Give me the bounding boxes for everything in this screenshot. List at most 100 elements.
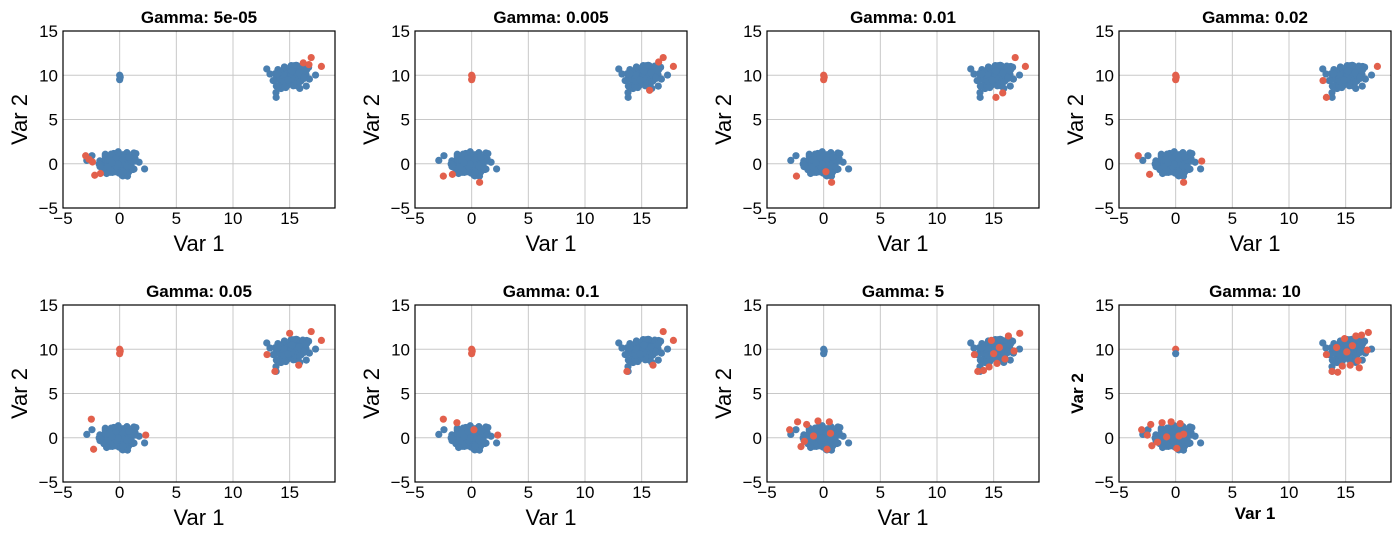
inlier-point (302, 340, 311, 348)
inlier-point (477, 153, 485, 161)
outlier-point (1364, 328, 1372, 337)
inlier-point (1188, 423, 1196, 432)
outlier-point (317, 62, 325, 70)
outlier-point (826, 429, 835, 437)
inlier-point (992, 67, 1000, 75)
inlier-point (435, 156, 443, 165)
inlier-point (647, 69, 655, 77)
inlier-point (440, 152, 448, 160)
scatter-panel-3: −5 0 5 10 15 −5 0 5 10 15 Gamma: 0.01 Var 1 Var 2 (711, 8, 1040, 256)
outlier-point (1011, 53, 1019, 62)
inlier-point (96, 437, 104, 445)
x-tick-label: 10 (1280, 209, 1299, 228)
inlier-point (978, 70, 986, 78)
inlier-point (83, 430, 91, 439)
inlier-point (305, 75, 314, 83)
inlier-point (1015, 345, 1024, 353)
outlier-point (305, 61, 313, 69)
inlier-point (1358, 66, 1367, 74)
y-tick-label: 10 (743, 66, 762, 85)
inlier-point (477, 427, 485, 435)
inlier-point (101, 150, 109, 158)
outlier-point (1343, 348, 1351, 356)
outlier-point (1340, 335, 1349, 343)
inlier-point (269, 351, 277, 359)
inlier-point (640, 67, 648, 75)
inlier-point (280, 63, 288, 71)
axes-frame (766, 304, 1040, 483)
x-tick-label: 15 (1336, 209, 1355, 228)
inlier-point (114, 160, 122, 168)
y-tick-label: 0 (401, 429, 410, 448)
panel-title: Gamma: 0.05 (146, 282, 252, 301)
inlier-point (836, 149, 844, 158)
inlier-point (263, 339, 271, 347)
inlier-point (1328, 356, 1336, 364)
outlier-point (820, 73, 828, 81)
outlier-point (1322, 350, 1330, 359)
scatter-panel-5: −5 0 5 10 15 −5 0 5 10 15 Gamma: 0.05 Var 1 Var 2 (7, 282, 336, 530)
inlier-point (806, 443, 815, 452)
outlier-point (1355, 364, 1363, 372)
inlier-point (1328, 88, 1336, 97)
inlier-point (272, 88, 280, 97)
y-tick-label: 10 (39, 340, 58, 359)
outlier-point (814, 417, 822, 425)
outlier-point (494, 431, 502, 439)
inlier-point (493, 165, 501, 173)
inlier-point (96, 163, 104, 171)
inlier-point (453, 150, 461, 158)
outlier-point (1338, 362, 1346, 370)
scatter-panel-8: −5 0 5 10 15 −5 0 5 10 15 Gamma: 10 Var 1 Var 2 (1068, 282, 1392, 523)
outlier-point (993, 359, 1001, 368)
inlier-point (440, 426, 448, 434)
inlier-point (836, 423, 844, 432)
inlier-point (295, 343, 303, 351)
inlier-point (663, 345, 672, 353)
inlier-point (1172, 350, 1180, 358)
x-tick-label: −5 (53, 483, 72, 502)
x-tick-label: 10 (928, 209, 947, 228)
y-tick-label: 15 (1095, 296, 1114, 315)
outlier-point (797, 443, 805, 451)
inlier-point (1358, 82, 1366, 90)
x-tick-label: −5 (405, 483, 424, 502)
inlier-point (493, 439, 501, 447)
outlier-point (1328, 367, 1336, 375)
inlier-point (1139, 156, 1147, 165)
outlier-point (974, 367, 982, 375)
axes-frame (414, 30, 688, 209)
x-tick-label: 0 (115, 483, 124, 502)
inlier-point (460, 433, 468, 441)
inlier-point (1158, 443, 1167, 452)
inlier-point (448, 163, 456, 171)
inlier-point (800, 163, 808, 171)
inlier-point (274, 344, 282, 352)
outlier-point (1004, 332, 1013, 340)
inlier-point (263, 65, 271, 73)
inlier-point (976, 356, 984, 364)
outlier-point (453, 419, 461, 427)
inlier-point (453, 424, 461, 432)
x-tick-label: 10 (576, 483, 595, 502)
y-tick-label: 10 (391, 66, 410, 85)
inlier-point (640, 341, 648, 349)
x-tick-label: 15 (1336, 483, 1355, 502)
outlier-point (1021, 62, 1029, 70)
inlier-point (460, 159, 468, 167)
points-group (787, 53, 1029, 186)
inlier-point (102, 443, 111, 452)
y-tick-label: −5 (39, 199, 58, 218)
inlier-point (1344, 67, 1352, 75)
y-tick-label: 15 (39, 22, 58, 41)
inlier-point (621, 351, 629, 359)
y-tick-label: 10 (1095, 340, 1114, 359)
y-axis-label: Var 2 (7, 94, 32, 145)
outlier-point (1354, 357, 1362, 365)
y-tick-label: 5 (401, 111, 410, 130)
inlier-point (1330, 70, 1338, 78)
inlier-point (132, 149, 140, 158)
outlier-point (1176, 419, 1184, 428)
y-tick-label: 0 (401, 155, 410, 174)
points-group (786, 329, 1024, 454)
